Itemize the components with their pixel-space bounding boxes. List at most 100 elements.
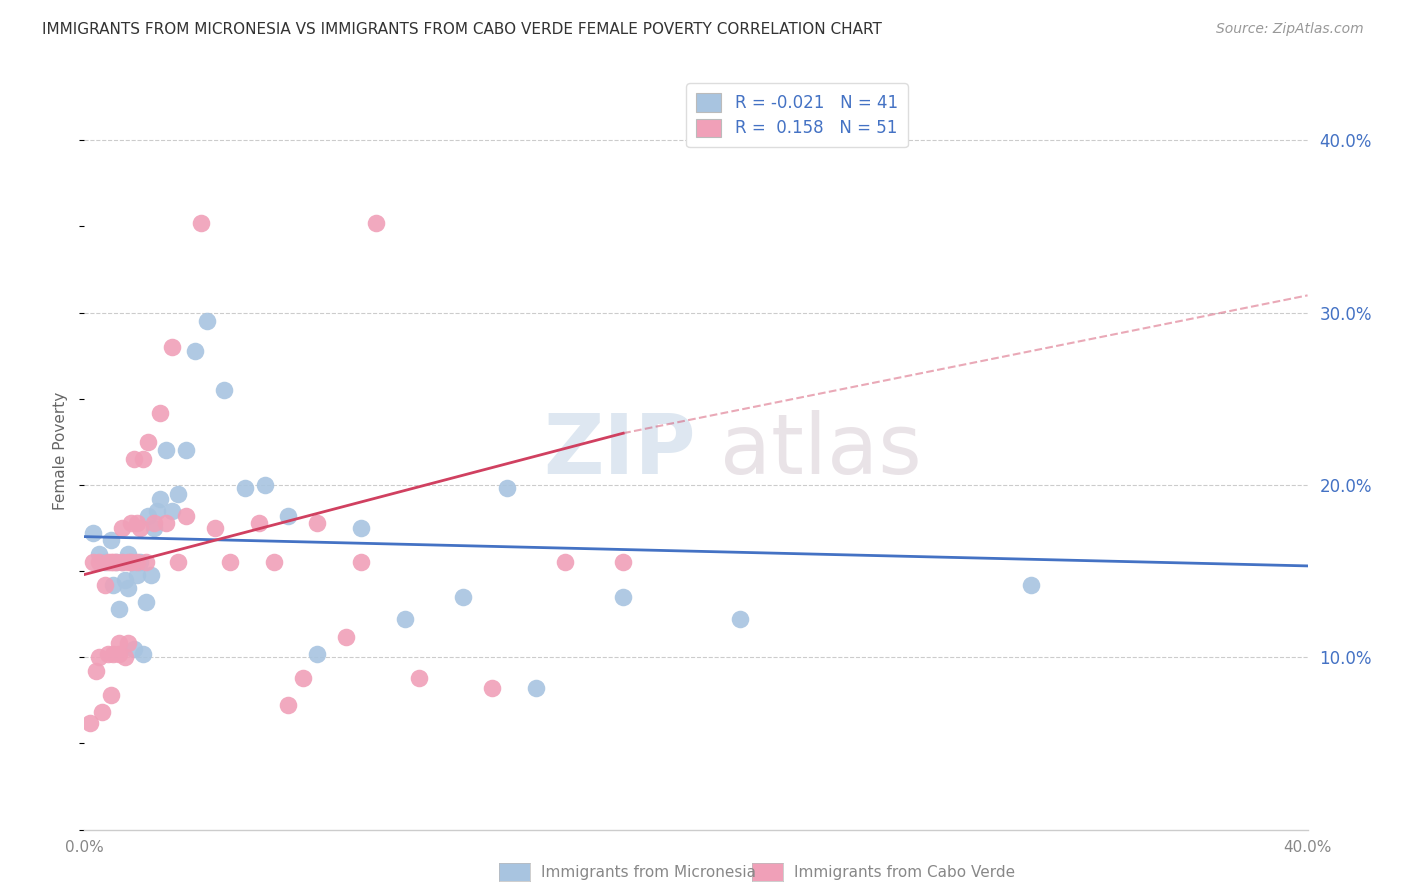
Point — [524, 681, 547, 696]
Point — [263, 556, 285, 570]
Point — [451, 590, 474, 604]
Point — [204, 521, 226, 535]
Point — [143, 516, 166, 530]
Point — [612, 590, 634, 604]
Point — [87, 556, 110, 570]
Point — [97, 556, 120, 570]
Point — [166, 556, 188, 570]
Point — [93, 578, 115, 592]
Point — [105, 556, 128, 570]
Point — [166, 486, 188, 500]
Point — [247, 516, 270, 530]
Point — [160, 340, 183, 354]
Point — [350, 556, 373, 570]
Point — [82, 526, 104, 541]
Point — [612, 556, 634, 570]
Point — [117, 636, 139, 650]
Point — [481, 681, 503, 696]
Point — [135, 595, 157, 609]
Point — [160, 504, 183, 518]
Point — [143, 521, 166, 535]
Point — [111, 556, 134, 570]
Point — [138, 508, 160, 523]
Point — [131, 647, 153, 661]
Point — [253, 478, 276, 492]
Point — [103, 578, 125, 592]
Point — [128, 556, 150, 570]
Point — [100, 533, 122, 547]
Point — [408, 671, 430, 685]
Text: Immigrants from Micronesia: Immigrants from Micronesia — [541, 865, 756, 880]
Point — [84, 664, 107, 678]
Point — [728, 612, 751, 626]
Point — [135, 556, 157, 570]
Point — [141, 567, 163, 582]
Point — [1019, 578, 1042, 592]
Legend: R = -0.021   N = 41, R =  0.158   N = 51: R = -0.021 N = 41, R = 0.158 N = 51 — [686, 84, 908, 147]
Point — [131, 452, 153, 467]
Point — [114, 573, 136, 587]
Point — [120, 556, 142, 570]
Point — [100, 556, 122, 570]
Point — [87, 547, 110, 561]
Point — [155, 516, 177, 530]
Point — [233, 482, 256, 496]
Point — [108, 636, 131, 650]
Point — [103, 647, 125, 661]
Point — [277, 508, 299, 523]
Point — [108, 602, 131, 616]
Point — [122, 641, 145, 656]
Point — [117, 547, 139, 561]
Point — [174, 508, 197, 523]
Point — [155, 443, 177, 458]
Point — [111, 521, 134, 535]
Point — [117, 582, 139, 596]
Point — [122, 452, 145, 467]
Point — [105, 556, 128, 570]
Text: Source: ZipAtlas.com: Source: ZipAtlas.com — [1216, 22, 1364, 37]
Point — [128, 521, 150, 535]
Y-axis label: Female Poverty: Female Poverty — [53, 392, 69, 509]
Point — [495, 482, 517, 496]
Point — [195, 314, 218, 328]
Point — [219, 556, 242, 570]
Point — [120, 556, 142, 570]
Point — [125, 516, 148, 530]
Text: IMMIGRANTS FROM MICRONESIA VS IMMIGRANTS FROM CABO VERDE FEMALE POVERTY CORRELAT: IMMIGRANTS FROM MICRONESIA VS IMMIGRANTS… — [42, 22, 882, 37]
Point — [93, 556, 115, 570]
Point — [394, 612, 416, 626]
Point — [125, 567, 148, 582]
Point — [212, 383, 235, 397]
Point — [307, 516, 329, 530]
Point — [190, 216, 212, 230]
Point — [364, 216, 387, 230]
Point — [100, 688, 122, 702]
Point — [149, 405, 172, 420]
Point — [307, 647, 329, 661]
Point — [79, 715, 101, 730]
Point — [335, 630, 357, 644]
Point — [174, 443, 197, 458]
Point — [111, 556, 134, 570]
Point — [138, 434, 160, 449]
Point — [554, 556, 576, 570]
Point — [125, 556, 148, 570]
Point — [146, 504, 169, 518]
Point — [108, 647, 131, 661]
Point — [120, 516, 142, 530]
Point — [87, 650, 110, 665]
Point — [103, 556, 125, 570]
Point — [350, 521, 373, 535]
Point — [117, 556, 139, 570]
Point — [82, 556, 104, 570]
Point — [184, 343, 207, 358]
Point — [277, 698, 299, 713]
Text: ZIP: ZIP — [544, 410, 696, 491]
Text: Immigrants from Cabo Verde: Immigrants from Cabo Verde — [794, 865, 1015, 880]
Point — [149, 491, 172, 506]
Point — [114, 650, 136, 665]
Text: atlas: atlas — [720, 410, 922, 491]
Point — [97, 647, 120, 661]
Point — [90, 706, 112, 720]
Point — [291, 671, 314, 685]
